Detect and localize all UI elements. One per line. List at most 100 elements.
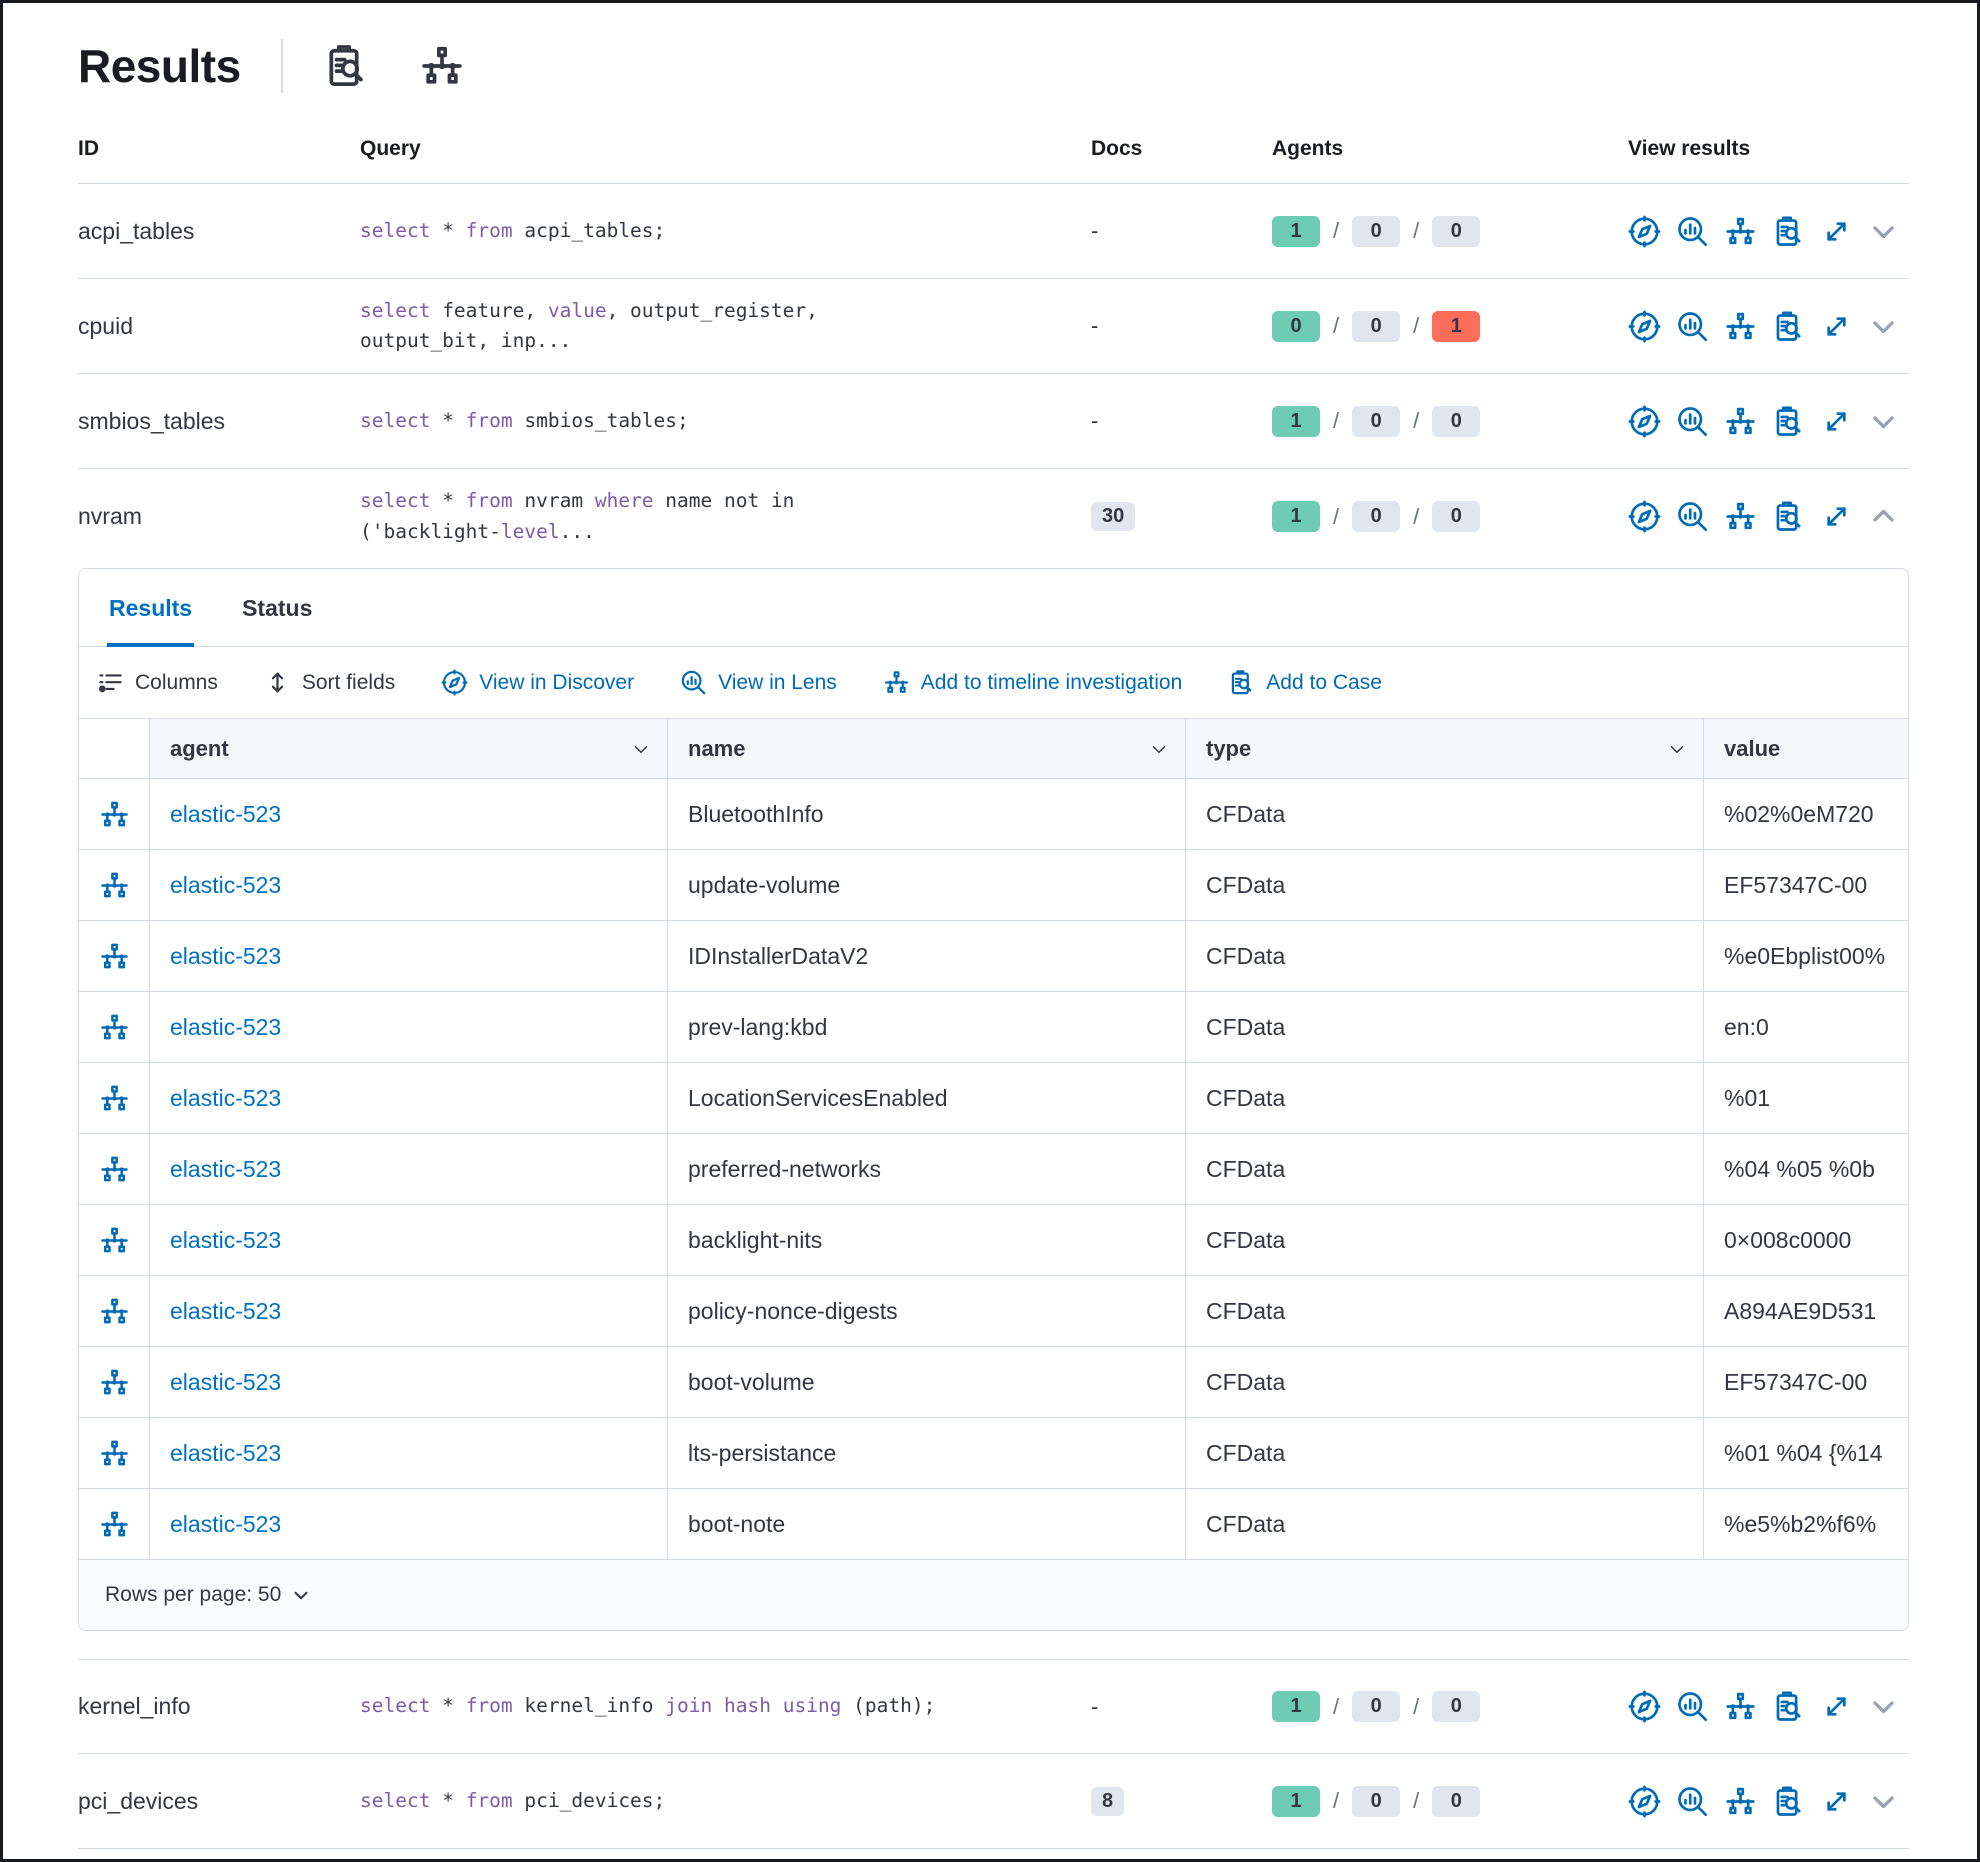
tab-results[interactable]: Results <box>107 569 194 647</box>
chevron-down-icon[interactable] <box>631 739 651 759</box>
row-timeline-button[interactable] <box>79 850 149 920</box>
agent-link[interactable]: elastic-523 <box>170 872 281 899</box>
toolbar-sort-fields[interactable]: Sort fields <box>264 669 395 696</box>
case-icon[interactable] <box>1772 310 1805 343</box>
agent-link[interactable]: elastic-523 <box>170 1369 281 1396</box>
agent-count-success: 1 <box>1272 501 1320 532</box>
discover-icon[interactable] <box>1628 215 1661 248</box>
tab-status[interactable]: Status <box>240 569 314 647</box>
agents-cell: 1/0/0 <box>1272 406 1628 437</box>
row-timeline-button[interactable] <box>79 1134 149 1204</box>
query-code: select * from kernel_info join hash usin… <box>360 1691 1061 1721</box>
timeline-icon[interactable] <box>1724 215 1757 248</box>
row-timeline-button[interactable] <box>79 1276 149 1346</box>
grid-column-label: value <box>1724 736 1780 762</box>
chevron-down-icon[interactable] <box>1868 1691 1899 1722</box>
agent-count-failed: 0 <box>1432 216 1480 247</box>
discover-icon[interactable] <box>1628 1690 1661 1723</box>
timeline-icon[interactable] <box>1724 405 1757 438</box>
case-icon[interactable] <box>1772 1785 1805 1818</box>
toolbar-view-in-discover[interactable]: View in Discover <box>441 669 634 696</box>
case-icon[interactable] <box>1772 215 1805 248</box>
agent-link[interactable]: elastic-523 <box>170 1156 281 1183</box>
cell-name: lts-persistance <box>667 1418 1185 1488</box>
row-timeline-button[interactable] <box>79 1347 149 1417</box>
timeline-icon[interactable] <box>1724 1785 1757 1818</box>
case-icon[interactable] <box>1772 405 1805 438</box>
row-timeline-button[interactable] <box>79 921 149 991</box>
agent-link[interactable]: elastic-523 <box>170 1085 281 1112</box>
toolbar-add-to-case[interactable]: Add to Case <box>1228 669 1382 696</box>
cell-agent: elastic-523 <box>149 921 667 991</box>
agent-link[interactable]: elastic-523 <box>170 801 281 828</box>
grid-column-header-value[interactable]: value <box>1703 719 1908 778</box>
query-id: smbios_tables <box>78 408 360 435</box>
chevron-down-icon[interactable] <box>1868 406 1899 437</box>
agent-link[interactable]: elastic-523 <box>170 1227 281 1254</box>
expand-icon[interactable] <box>1820 1690 1853 1723</box>
agent-link[interactable]: elastic-523 <box>170 1298 281 1325</box>
timeline-icon[interactable] <box>1724 1690 1757 1723</box>
cell-name: policy-nonce-digests <box>667 1276 1185 1346</box>
agent-link[interactable]: elastic-523 <box>170 1440 281 1467</box>
view-results-cell <box>1628 1785 1909 1818</box>
agent-link[interactable]: elastic-523 <box>170 1014 281 1041</box>
grid-column-header-name[interactable]: name <box>667 719 1185 778</box>
expand-icon[interactable] <box>1820 215 1853 248</box>
agent-link[interactable]: elastic-523 <box>170 943 281 970</box>
discover-icon[interactable] <box>1628 310 1661 343</box>
cell-value: %04 %05 %0b <box>1703 1134 1908 1204</box>
timeline-icon <box>99 1367 130 1398</box>
grid-column-header-type[interactable]: type <box>1185 719 1703 778</box>
lens-icon[interactable] <box>1676 405 1709 438</box>
grid-row: elastic-523LocationServicesEnabledCFData… <box>79 1063 1908 1134</box>
rows-per-page-button[interactable]: Rows per page: 50 <box>79 1560 1908 1630</box>
expand-icon[interactable] <box>1820 405 1853 438</box>
toolbar-view-in-lens[interactable]: View in Lens <box>680 669 837 696</box>
lens-icon[interactable] <box>1676 1690 1709 1723</box>
expand-icon[interactable] <box>1820 500 1853 533</box>
inspect-icon[interactable] <box>323 43 369 89</box>
case-icon[interactable] <box>1772 1690 1805 1723</box>
agent-link[interactable]: elastic-523 <box>170 1511 281 1538</box>
docs-empty: - <box>1091 1694 1098 1719</box>
case-icon[interactable] <box>1772 500 1805 533</box>
agent-count-success: 0 <box>1272 311 1320 342</box>
chevron-down-icon[interactable] <box>1868 1786 1899 1817</box>
agent-count-failed: 0 <box>1432 501 1480 532</box>
discover-icon[interactable] <box>1628 405 1661 438</box>
discover-icon[interactable] <box>1628 500 1661 533</box>
agent-count-pending: 0 <box>1352 1691 1400 1722</box>
sort-icon <box>264 669 291 696</box>
chevron-up-icon[interactable] <box>1868 501 1899 532</box>
row-timeline-button[interactable] <box>79 779 149 849</box>
expand-icon[interactable] <box>1820 310 1853 343</box>
row-timeline-button[interactable] <box>79 1418 149 1488</box>
cell-agent: elastic-523 <box>149 1347 667 1417</box>
agent-count-failed: 0 <box>1432 1786 1480 1817</box>
chevron-down-icon[interactable] <box>1868 311 1899 342</box>
chevron-down-icon[interactable] <box>1667 739 1687 759</box>
timeline-icon[interactable] <box>419 43 465 89</box>
row-timeline-button[interactable] <box>79 1489 149 1559</box>
chevron-down-icon[interactable] <box>1149 739 1169 759</box>
discover-icon[interactable] <box>1628 1785 1661 1818</box>
timeline-icon[interactable] <box>1724 500 1757 533</box>
timeline-icon[interactable] <box>1724 310 1757 343</box>
docs-cell: - <box>1091 408 1272 434</box>
row-timeline-button[interactable] <box>79 992 149 1062</box>
lens-icon[interactable] <box>1676 310 1709 343</box>
chevron-down-icon[interactable] <box>1868 216 1899 247</box>
lens-icon[interactable] <box>1676 215 1709 248</box>
cell-agent: elastic-523 <box>149 779 667 849</box>
row-timeline-button[interactable] <box>79 1205 149 1275</box>
toolbar-add-to-timeline-investigation[interactable]: Add to timeline investigation <box>883 669 1183 696</box>
lens-icon[interactable] <box>1676 500 1709 533</box>
row-timeline-button[interactable] <box>79 1063 149 1133</box>
docs-empty: - <box>1091 313 1098 338</box>
grid-column-header-agent[interactable]: agent <box>149 719 667 778</box>
query-code: select feature, value, output_register, … <box>360 296 1061 356</box>
toolbar-columns[interactable]: Columns <box>97 669 218 696</box>
lens-icon[interactable] <box>1676 1785 1709 1818</box>
expand-icon[interactable] <box>1820 1785 1853 1818</box>
